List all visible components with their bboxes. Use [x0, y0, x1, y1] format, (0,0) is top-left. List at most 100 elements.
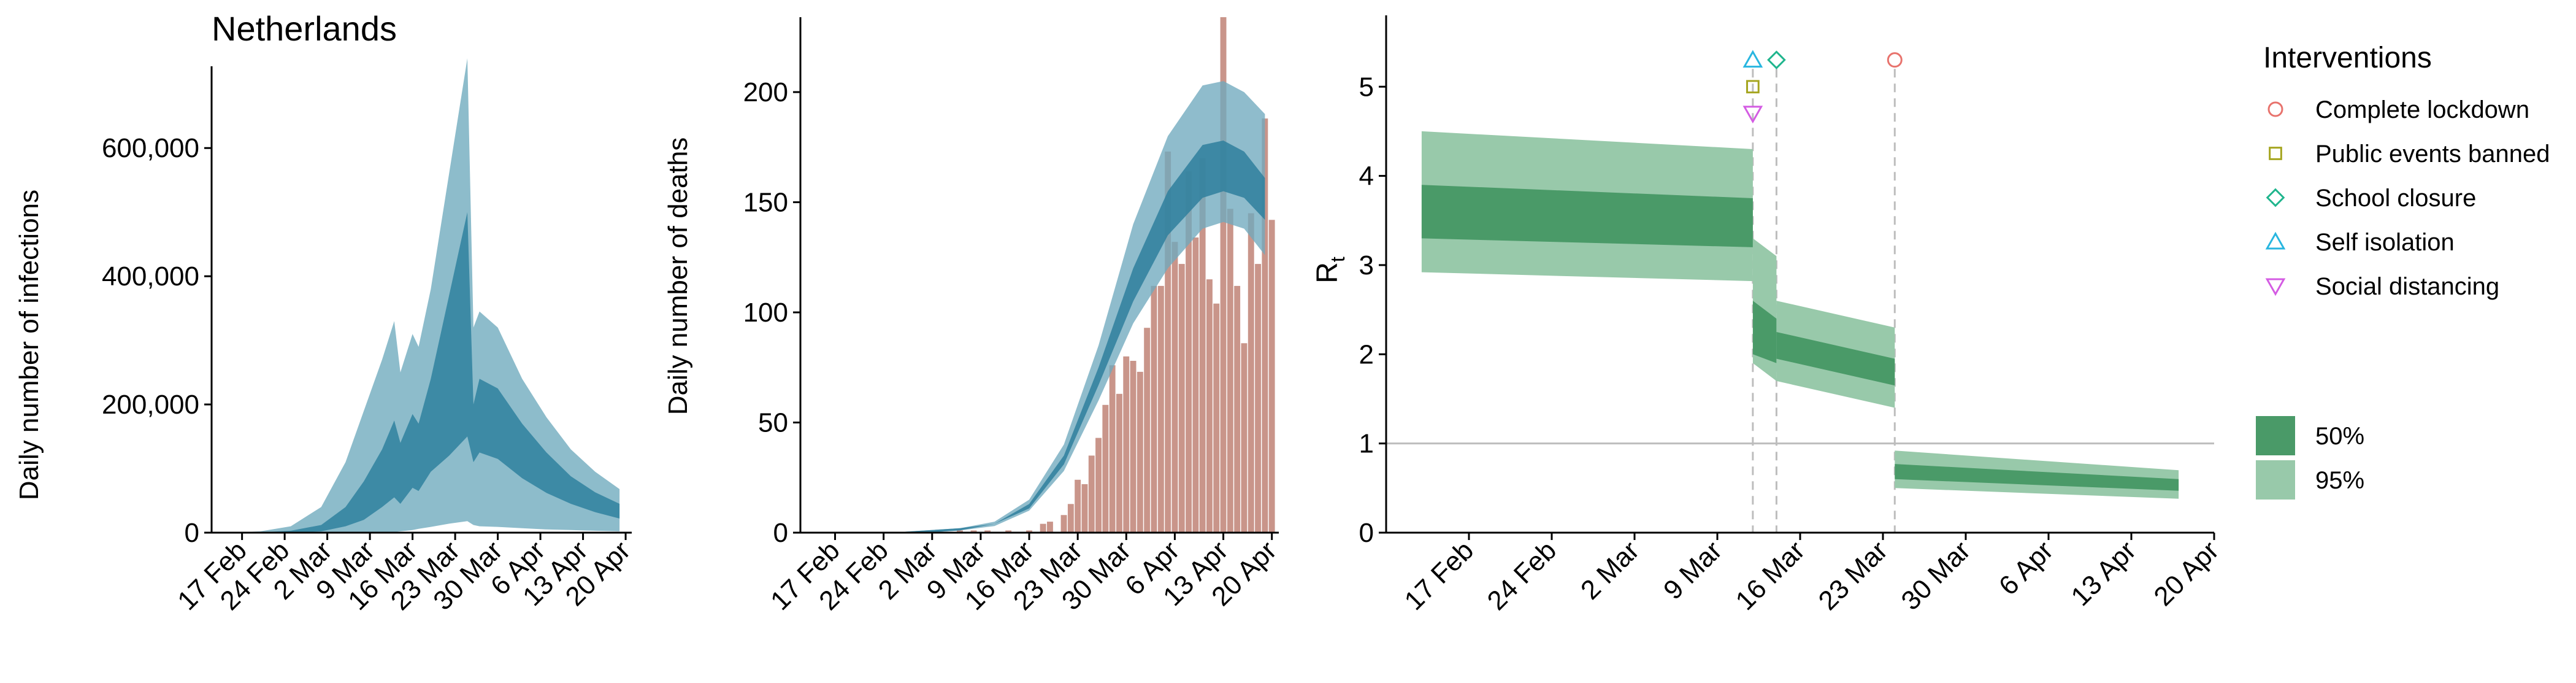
x-tick-label: 16 Mar: [1730, 535, 1811, 615]
y-tick-label: 0: [1359, 518, 1374, 548]
rt-band-50pct: [1752, 301, 1777, 363]
y-tick-label: 0: [185, 518, 199, 548]
infections-plot-area: [229, 58, 620, 533]
y-axis-label: Rt: [1311, 257, 1349, 284]
band-legend-items: 50% 95%: [2256, 416, 2364, 500]
death-bar: [1248, 213, 1254, 533]
y-axis-label-subscript: t: [1327, 257, 1349, 262]
death-bar: [1199, 158, 1206, 533]
death-bar: [1157, 285, 1164, 533]
x-tick-label: 17 Feb: [1399, 535, 1480, 616]
y-axis-label-main: R: [1311, 262, 1344, 284]
rt-band-50pct: [1895, 464, 2179, 491]
intervention-marker: [1767, 50, 1786, 69]
panel-title: Netherlands: [212, 9, 397, 48]
y-tick-label: 0: [773, 518, 788, 548]
death-bar: [1165, 152, 1171, 533]
death-bar: [1088, 455, 1095, 533]
rt-panel: 0 1 2 3 4 5 17 Feb 24 Feb 2 Mar 9 Mar 16 Mar 23 Mar…: [1311, 15, 2225, 616]
legend-marker: [2269, 147, 2282, 160]
deaths-band-50pct: [821, 141, 1265, 533]
intervention-marker: [1887, 52, 1903, 68]
death-bar: [1206, 279, 1213, 533]
death-bar: [1005, 530, 1012, 533]
death-bar: [1067, 504, 1074, 533]
x-tick-label: 2 Mar: [1575, 535, 1645, 605]
death-bar: [1255, 264, 1261, 533]
death-bar: [1060, 515, 1067, 533]
death-bar: [1234, 285, 1241, 533]
y-tick-label: 1: [1359, 429, 1374, 459]
y-tick-label: 5: [1359, 72, 1374, 102]
death-bar: [984, 530, 991, 533]
intervention-marker: [1746, 80, 1760, 94]
intervention-marker: [1742, 106, 1763, 124]
legend-item: Public events banned: [2269, 141, 2550, 168]
x-tick-label: 23 Mar: [1813, 535, 1893, 615]
y-tick-label: 2: [1359, 339, 1374, 369]
infections-band-95pct: [229, 58, 620, 533]
legend-item: Complete lockdown: [2267, 96, 2529, 123]
x-tick-label: 20 Apr: [2148, 535, 2225, 612]
death-bar: [1151, 285, 1157, 533]
death-bar: [1047, 522, 1053, 533]
x-tick-label: 9 Mar: [1658, 535, 1728, 605]
legend: Interventions Complete lockdown Public ev…: [2256, 42, 2550, 500]
rt-plot-area: [1386, 50, 2214, 533]
legend-marker: [2265, 231, 2286, 250]
death-bar: [1102, 404, 1109, 533]
death-bar: [1186, 171, 1192, 533]
y-tick-label: 200,000: [102, 390, 199, 420]
death-bar: [1192, 237, 1199, 533]
legend-marker: [2266, 188, 2285, 207]
death-bar: [957, 530, 963, 533]
legend-label: 50%: [2315, 423, 2364, 450]
death-bar: [1040, 523, 1046, 533]
death-bar: [1171, 242, 1178, 533]
y-tick-label: 200: [743, 77, 788, 107]
legend-label: Social distancing: [2315, 273, 2499, 300]
death-bar: [1137, 371, 1143, 533]
intervention-marker: [1742, 50, 1763, 68]
legend-swatch: [2256, 416, 2295, 455]
death-bar: [1081, 484, 1088, 533]
infections-band-50pct: [229, 212, 620, 533]
rt-band-50pct: [1421, 185, 1753, 247]
band-legend-item: 50%: [2256, 416, 2364, 455]
death-bar: [1262, 118, 1268, 533]
y-tick-label: 100: [743, 298, 788, 328]
legend-swatch: [2256, 460, 2295, 500]
deaths-plot-area: [821, 17, 1275, 533]
x-tick-label: 6 Apr: [1993, 535, 2059, 601]
death-bar: [1144, 328, 1151, 533]
y-tick-label: 50: [758, 408, 788, 438]
death-bar: [1241, 343, 1248, 533]
legend-label: School closure: [2315, 185, 2476, 212]
x-tick-label: 13 Apr: [2065, 535, 2142, 612]
legend-label: Self isolation: [2315, 229, 2455, 256]
death-bar: [1178, 264, 1185, 533]
band-legend-item: 95%: [2256, 460, 2364, 500]
y-axis-label: Daily number of deaths: [663, 137, 693, 415]
y-tick-label: 4: [1359, 161, 1374, 191]
death-bar: [1075, 479, 1081, 533]
rt-band-50pct: [1776, 332, 1895, 386]
y-tick-label: 400,000: [102, 261, 199, 291]
death-bar: [1130, 361, 1137, 533]
legend-item: Self isolation: [2265, 229, 2455, 256]
legend-marker: [2265, 278, 2286, 296]
x-tick-label: 24 Feb: [1482, 535, 1563, 616]
death-bar: [1220, 17, 1227, 533]
death-bar: [1123, 356, 1130, 533]
death-bar: [1227, 209, 1233, 533]
legend-item: School closure: [2266, 185, 2476, 212]
death-bar: [1109, 365, 1116, 533]
legend-label: Complete lockdown: [2315, 96, 2529, 123]
death-bar: [1026, 530, 1032, 533]
deaths-band-95pct: [821, 81, 1265, 533]
interventions-legend-items: Complete lockdown Public events banned Sch…: [2265, 96, 2550, 300]
